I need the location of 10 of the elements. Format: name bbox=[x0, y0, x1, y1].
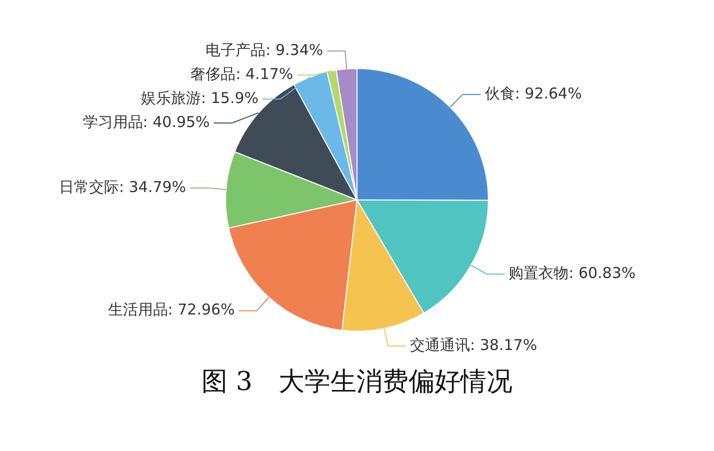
slice-label: 日常交际: 34.79% bbox=[59, 178, 186, 196]
text: 图 3 大学生消费偏好情况 bbox=[202, 367, 512, 398]
slice-label: 奢侈品: 4.17% bbox=[190, 64, 294, 83]
slice-label: 娱乐旅游: 15.9% bbox=[141, 88, 259, 107]
slice-label: 学习用品: 40.95% bbox=[82, 112, 210, 131]
slice-label: 生活用品: 72.96% bbox=[108, 300, 235, 319]
slice-label: 伙食: 92.64% bbox=[484, 84, 582, 102]
slice-label: 购置衣物: 60.83% bbox=[508, 264, 636, 282]
slice-label: 交通通讯: 38.17% bbox=[410, 336, 538, 354]
slice-label: 电子产品: 9.34% bbox=[206, 40, 324, 59]
